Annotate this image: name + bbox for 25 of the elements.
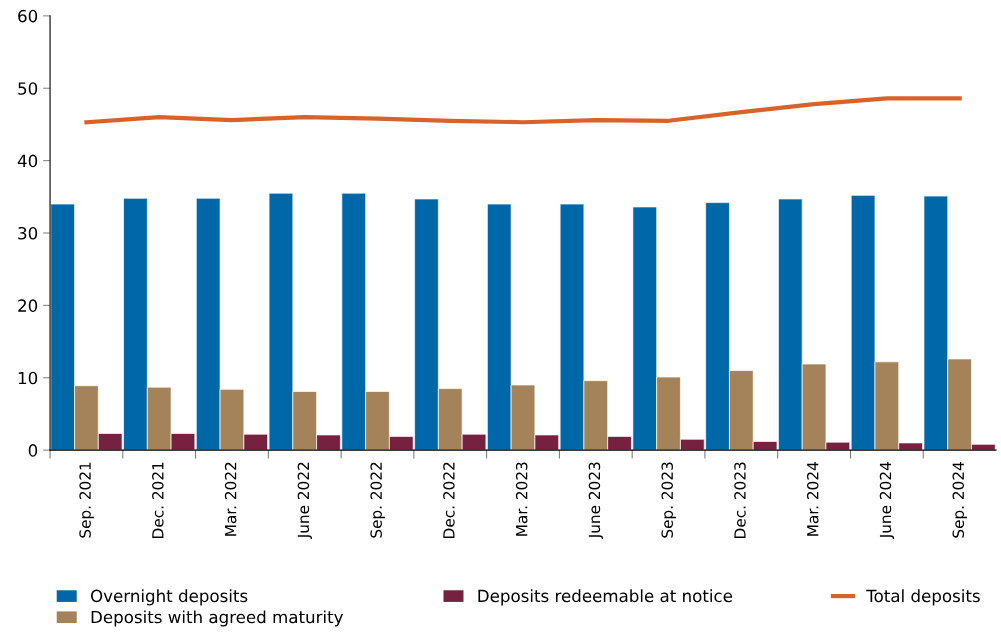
y-tick-label: 40 [17,154,38,168]
x-tick-label: Sep. 2021 [79,462,94,538]
y-tick-label: 30 [18,226,38,240]
x-tick-label: Dec. 2022 [443,462,455,538]
x-tick-label: Dec. 2021 [152,462,164,538]
legend-label: Deposits redeemable at notice [478,589,733,606]
line-series [84,96,962,125]
y-tick-label: 10 [18,371,38,385]
x-tick-label: Sep. 2024 [952,462,968,538]
x-tick-label: Mar. 2023 [515,462,528,536]
x-tick-label: June 2024 [879,462,895,540]
x-tick-label: June 2023 [588,462,604,540]
legend-label: Deposits with agreed maturity [91,610,343,627]
y-tick-label: 0 [28,444,38,457]
y-tick-label: 60 [18,9,38,23]
y-tick-label: 50 [18,82,38,95]
x-tick-label: Sep. 2023 [661,462,676,538]
y-tick-label: 20 [18,299,38,312]
x-tick-label: June 2022 [297,462,312,540]
x-tick-label: Sep. 2022 [370,462,385,538]
x-tick-label: Mar. 2024 [806,462,819,536]
x-tick-label: Mar. 2022 [224,462,237,536]
x-tick-label: Dec. 2023 [734,462,746,538]
legend-label: Total deposits [866,589,980,606]
legend-label: Overnight deposits [90,589,248,606]
